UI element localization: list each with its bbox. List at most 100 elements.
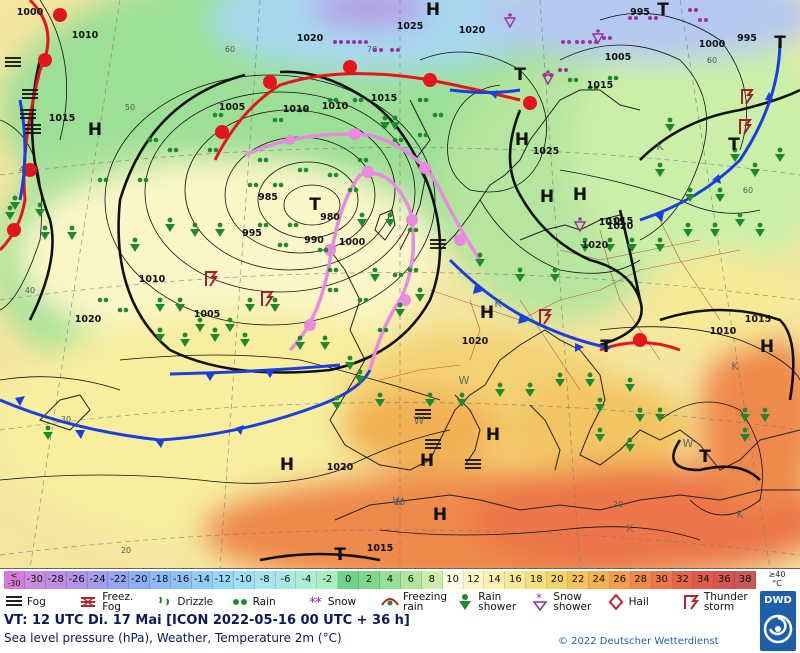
valid-time: VT: 12 UTC Di. 17 Mai [ICON 2022-05-16 0… — [4, 613, 410, 628]
rain-shower-icon — [775, 147, 785, 162]
occluded-front-markers — [285, 128, 466, 331]
isobar-label: 1000 — [339, 237, 366, 248]
isobar-label: 1015 — [745, 314, 771, 325]
rain-shower-icon — [750, 162, 760, 177]
high-pressure-center: H — [760, 337, 774, 357]
freezing-rain-icon — [381, 598, 399, 606]
rain-shower-icon — [665, 117, 675, 132]
thunderstorm-icon — [683, 595, 699, 610]
legend-item-label: Fog — [27, 596, 46, 608]
rain-shower-icon — [195, 317, 205, 332]
airmass-mark: K — [731, 360, 739, 373]
isobar-label: 990 — [304, 235, 324, 246]
legend-item-snow: * * Snow — [305, 591, 380, 613]
rain-icon — [212, 112, 224, 118]
isotherm-label: 20 — [121, 546, 131, 555]
temperature-colorbar: < -30 -30 -28 -26 -24 -22 -20 -18 -16 -14 -12 -10 -8… — [4, 571, 757, 589]
rain-shower-icon — [357, 212, 367, 227]
rain-shower-icon — [10, 195, 20, 210]
rain-shower-icon — [43, 425, 53, 440]
rain-shower-icon — [730, 147, 740, 162]
isobar-label: 1015 — [371, 93, 397, 104]
isotherm-label: 50 — [125, 103, 135, 112]
airmass-mark: W — [683, 437, 694, 450]
high-pressure-center: H — [480, 303, 494, 323]
thunderstorm-icon — [261, 291, 275, 307]
rain-shower-icon — [390, 115, 400, 130]
svg-text:*: * — [315, 595, 322, 611]
airmass-mark: K — [736, 508, 744, 521]
rain-icon — [407, 267, 419, 273]
rain-icon — [97, 297, 109, 303]
colorbar-cell: -30 — [24, 571, 46, 589]
snow-icon — [628, 16, 638, 20]
rain-shower-icon — [35, 202, 45, 217]
rain-shower-icon — [595, 427, 605, 442]
thunderstorm-icon — [739, 119, 753, 135]
rain-icon — [137, 177, 149, 183]
legend-item-label: Snow — [327, 596, 357, 608]
fog-icon — [25, 124, 41, 134]
rain-icon — [347, 187, 359, 193]
colorbar-cell: 30 — [651, 571, 673, 589]
colorbar-cell: -22 — [108, 571, 130, 589]
rain-icon — [257, 222, 269, 228]
rain-shower-icon — [395, 302, 405, 317]
airmass-mark: W — [414, 414, 425, 427]
rain-icon — [377, 327, 389, 333]
rain-shower-icon — [635, 407, 645, 422]
isobar-label: 995 — [242, 228, 262, 239]
rain-shower-icon — [415, 287, 425, 302]
rain-shower-icon — [459, 594, 472, 610]
isobar-label: 1010 — [322, 101, 349, 112]
rain-icon — [247, 182, 259, 188]
isobar-label: 1020 — [607, 221, 634, 232]
isobar-label: 1020 — [582, 240, 609, 251]
snow-icon — [390, 48, 400, 52]
fog-icon — [5, 57, 21, 67]
rain-shower-icon — [345, 355, 355, 370]
rain-shower-icon — [585, 372, 595, 387]
snow-icon — [558, 68, 568, 72]
isobar-label: 1020 — [75, 314, 102, 325]
rain-shower-icon — [715, 187, 725, 202]
high-pressure-center: H — [426, 0, 440, 20]
high-pressure-center: H — [88, 120, 102, 140]
legend-item-fog: Fog — [4, 591, 79, 613]
colorbar-cell: -14 — [192, 571, 213, 589]
colorbar-cell: 38 — [735, 571, 757, 589]
isobar-label: 1015 — [49, 113, 75, 124]
legend-panel: < -30 -30 -28 -26 -24 -22 -20 -18 -16 -14 -12 -10 -8… — [0, 568, 800, 653]
rain-shower-icon — [155, 297, 165, 312]
rain-icon — [357, 297, 369, 303]
legend-item-label: Rain — [252, 596, 276, 608]
thunderstorm-icon — [205, 271, 219, 287]
rain-shower-icon — [760, 407, 770, 422]
colorbar-cell: -16 — [171, 571, 193, 589]
snow-icon — [333, 40, 343, 44]
legend-item-freezing-rain: Freezing rain — [380, 591, 455, 613]
isobar-label: 1015 — [587, 80, 613, 91]
high-pressure-center: H — [433, 505, 447, 525]
rain-shower-icon — [655, 237, 665, 252]
high-pressure-center: H — [573, 185, 587, 205]
colorbar-unit-text: °C — [772, 579, 782, 588]
isotherm-label: 60 — [225, 45, 235, 54]
rain-shower-icon — [475, 252, 485, 267]
legend-item-label: Freezing rain — [403, 591, 448, 613]
high-pressure-center: H — [540, 187, 554, 207]
colorbar-cell: 14 — [484, 571, 506, 589]
cold-front-markers — [15, 90, 774, 448]
rain-shower-icon — [740, 427, 750, 442]
colorbar-cell: 10 — [442, 571, 464, 589]
colorbar-cell: 32 — [672, 571, 694, 589]
rain-icon — [277, 242, 289, 248]
isotherm-label: 70 — [367, 45, 377, 54]
snow-shower-icon — [573, 217, 587, 233]
rain-icon — [432, 112, 444, 118]
isobar-label: 1000 — [17, 7, 44, 18]
low-pressure-center: T — [309, 195, 321, 215]
rain-icon — [392, 137, 404, 143]
rain-icon — [587, 85, 599, 91]
rain-shower-icon — [215, 222, 225, 237]
